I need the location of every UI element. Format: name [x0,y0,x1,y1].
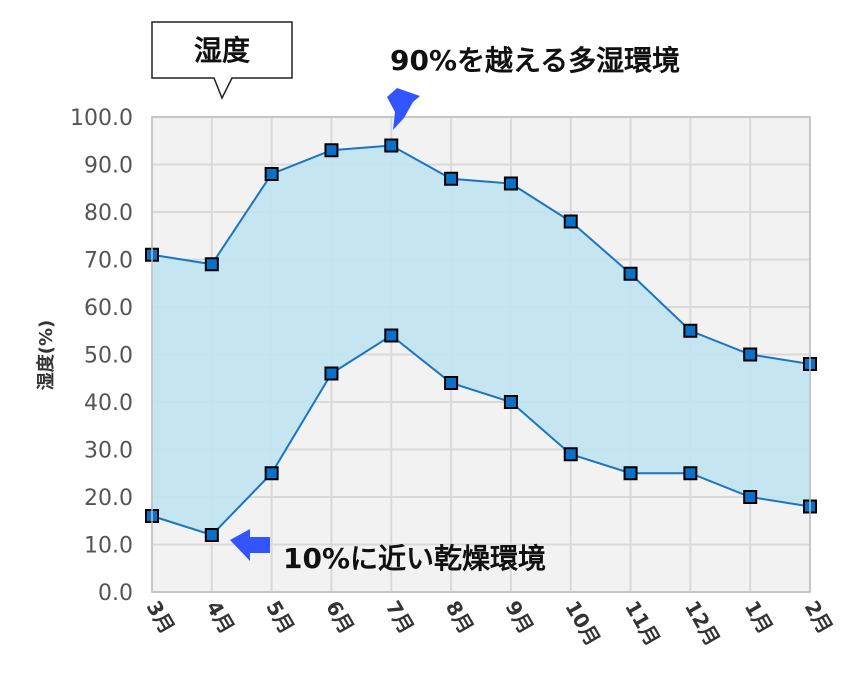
point-max [204,257,219,272]
y-tick-label: 10.0 [84,534,133,559]
point-min [204,528,219,542]
point-max [384,138,399,153]
x-tick-label: 5月 [261,597,299,638]
x-tick-label: 8月 [441,597,479,638]
y-axis-label: 湿度(%) [35,320,57,391]
point-min [743,490,758,504]
point-min [683,466,698,481]
point-min [384,328,399,343]
point-min [623,466,638,481]
point-min [563,447,578,462]
point-min [503,395,518,409]
x-tick-label: 3月 [142,597,180,638]
annotation-low-text: 10%に近い乾燥環境 [283,542,546,575]
point-min [444,376,459,390]
arrow-high-icon [387,88,420,130]
chart-title: 湿度 [194,34,250,67]
point-max [623,266,638,281]
y-tick-label: 20.0 [84,486,133,511]
title-callout: 湿度 [151,21,293,100]
point-max [324,143,339,158]
x-tick-label: 1月 [740,597,778,638]
y-tick-label: 70.0 [84,249,133,274]
y-tick-label: 40.0 [84,391,133,416]
y-tick-label: 30.0 [84,439,133,464]
point-max [563,214,578,229]
x-tick-label: 10月 [560,597,605,650]
y-tick-label: 60.0 [84,296,133,321]
series-line-min [151,334,811,537]
x-tick-label: 4月 [201,597,239,638]
point-max [264,167,279,181]
y-tick-label: 90.0 [84,154,133,179]
point-min [264,466,279,481]
plot-border [151,116,811,593]
series-line-max [151,144,811,365]
point-max [743,347,758,362]
point-max [683,323,698,338]
x-tick-label: 2月 [800,597,838,638]
point-max [503,176,518,191]
x-tick-label: 9月 [501,597,539,638]
humidity-range-area [152,145,810,535]
x-tick-label: 6月 [321,597,359,638]
annotation-low: 10%に近い乾燥環境 [230,529,546,575]
y-tick-label: 0.0 [98,581,133,606]
y-tick-label: 100.0 [70,106,133,131]
y-tick-label: 80.0 [84,201,133,226]
y-tick-label: 50.0 [84,344,133,369]
x-tick-label: 7月 [381,597,419,638]
x-tick-label: 12月 [680,597,725,650]
annotation-high-text: 90%を越える多湿環境 [390,44,680,77]
point-max [444,171,459,186]
annotation-high: 90%を越える多湿環境 [387,44,680,130]
arrow-low-icon [230,529,270,561]
x-tick-label: 11月 [620,597,665,650]
point-min [324,366,339,381]
